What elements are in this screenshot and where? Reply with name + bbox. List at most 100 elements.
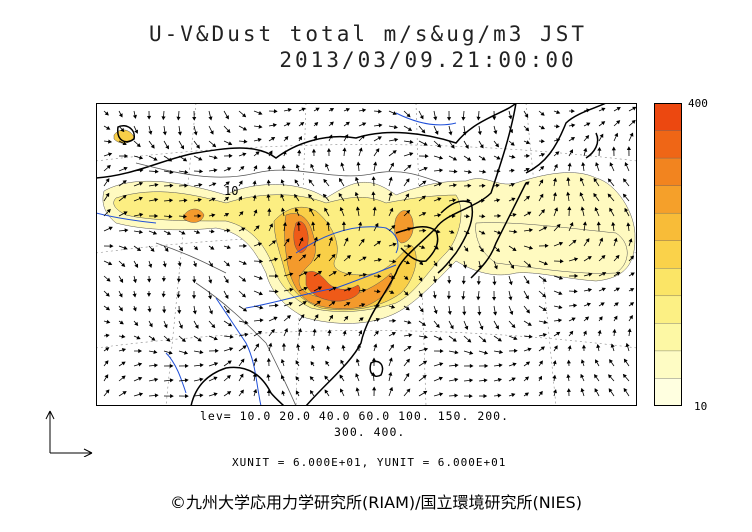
wind-arrow-head	[373, 161, 378, 166]
wind-arrow-head	[358, 330, 363, 335]
wind-arrow-head	[168, 350, 173, 355]
wind-arrow-head	[510, 183, 515, 187]
wind-arrow-head	[579, 177, 584, 182]
wind-arrow-head	[138, 155, 144, 160]
wind-arrow-head	[376, 303, 380, 308]
wind-arrow-head	[315, 107, 320, 112]
wind-arrow-head	[437, 182, 443, 187]
legend-band	[654, 295, 682, 325]
wind-arrow-head	[177, 131, 182, 136]
wind-arrow-head	[208, 279, 213, 284]
wind-arrow-head	[612, 328, 617, 333]
wind-arrow-head	[119, 307, 123, 312]
wind-arrow-head	[108, 261, 113, 266]
wind-arrow-head	[525, 361, 531, 366]
wind-arrow-head	[527, 211, 532, 216]
wind-arrow-head	[392, 242, 397, 247]
wind-arrow-head	[423, 141, 428, 146]
wind-arrow-head	[121, 262, 126, 267]
wind-arrow-head	[274, 303, 279, 308]
wind-arrow-head	[244, 332, 249, 337]
wind-arrow-head	[552, 192, 557, 197]
wind-arrow-head	[422, 228, 427, 233]
wind-arrow-head	[244, 320, 249, 325]
wind-arrow-head	[139, 212, 144, 217]
wind-arrow-head	[625, 342, 630, 348]
wind-arrow-head	[238, 180, 243, 185]
wind-arrow-head	[540, 125, 545, 130]
wind-arrow-head	[596, 344, 601, 349]
wind-arrow-head	[609, 359, 613, 364]
wind-arrow-head	[267, 165, 272, 170]
wind-arrow-head	[225, 309, 230, 314]
wind-arrow-head	[153, 156, 158, 161]
wind-arrow-head	[573, 289, 578, 294]
wind-arrow-head	[405, 178, 410, 183]
wind-arrow-head	[134, 129, 139, 134]
wind-arrow-head	[325, 163, 329, 168]
wind-arrow-head	[163, 324, 168, 329]
wind-arrow-head	[161, 116, 166, 121]
wind-arrow-head	[419, 308, 424, 313]
wind-arrow-head	[148, 130, 153, 135]
wind-arrow-head	[497, 230, 502, 235]
wind-arrow-head	[482, 338, 487, 343]
wind-arrow-head	[566, 177, 571, 181]
wind-arrow-head	[109, 244, 114, 249]
coastlines	[96, 103, 607, 406]
wind-arrow-head	[451, 213, 456, 219]
wind-arrow-head	[169, 363, 174, 369]
wind-arrow-head	[210, 229, 215, 234]
wind-arrow-head	[438, 336, 443, 341]
wind-arrow-head	[121, 375, 126, 380]
wind-arrow-head	[377, 136, 382, 141]
wind-arrow-head	[356, 161, 361, 166]
wind-arrow-head	[616, 120, 621, 125]
wind-arrow-head	[449, 246, 454, 251]
wind-arrow-head	[324, 389, 329, 394]
wind-arrow-head	[508, 281, 513, 286]
legend-band	[654, 103, 682, 132]
wind-arrow-head	[257, 242, 263, 247]
wind-arrow-head	[466, 198, 471, 203]
wind-arrow-head	[169, 198, 174, 203]
wind-arrow-head	[340, 162, 345, 167]
wind-arrow-head	[166, 231, 172, 235]
wind-arrow-head	[136, 143, 141, 148]
wind-arrow-head	[446, 117, 452, 121]
wind-arrow-head	[121, 361, 126, 366]
wind-arrow-head	[377, 274, 382, 279]
wind-arrow-head	[184, 363, 189, 369]
wind-arrow-head	[599, 133, 604, 138]
wind-arrow-head	[345, 121, 350, 126]
wind-arrow-head	[588, 272, 593, 277]
wind-arrow-head	[581, 162, 586, 167]
wind-arrow-head	[581, 344, 587, 349]
wind-arrow-head	[226, 391, 232, 395]
wind-arrow-head	[286, 122, 291, 127]
wind-arrow-head	[270, 328, 275, 334]
wind-arrow-head	[122, 141, 127, 146]
wind-arrow-head	[331, 301, 336, 305]
wind-arrow-head	[167, 157, 173, 162]
wind-arrow-head	[355, 373, 360, 378]
wind-arrow-head	[570, 136, 576, 141]
wind-arrow-head	[329, 314, 334, 319]
wind-arrow-head	[153, 349, 158, 354]
wind-arrow-head	[228, 141, 233, 146]
wind-arrow-head	[259, 259, 264, 264]
wind-arrow-head	[437, 213, 442, 218]
wind-arrow-head	[433, 309, 438, 315]
wind-arrow-head	[252, 194, 257, 199]
wind-arrow-head	[170, 394, 174, 399]
wind-arrow-head	[213, 336, 218, 341]
wind-arrow-head	[573, 303, 578, 308]
wind-arrow-head	[374, 330, 379, 335]
wind-arrow-head	[566, 388, 571, 392]
wind-arrow-head	[168, 214, 173, 219]
wind-arrow-head	[407, 244, 412, 249]
wind-arrow-head	[338, 192, 343, 198]
wind-arrow-head	[524, 113, 529, 118]
wind-arrow-head	[493, 311, 498, 316]
wind-arrow-head	[554, 207, 559, 212]
